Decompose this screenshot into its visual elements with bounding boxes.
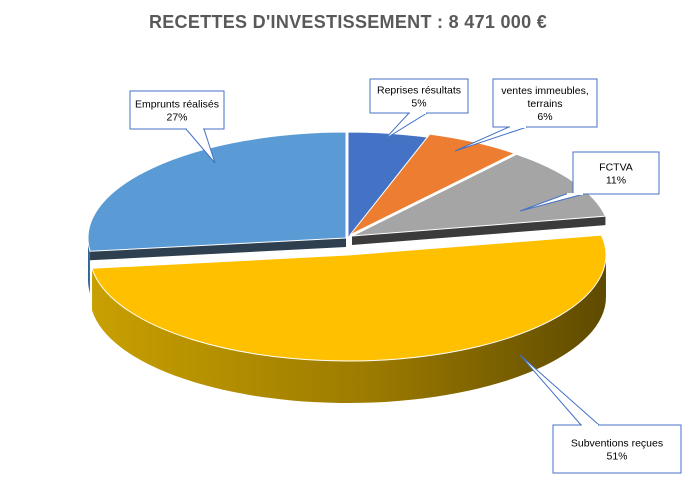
callout-box <box>129 90 225 130</box>
slice-label: Subventions reçues <box>571 438 663 450</box>
slice-value-label: 6% <box>537 111 552 123</box>
slice-emprunts-realises <box>87 131 347 252</box>
callout-box <box>572 151 660 195</box>
slice-label: Emprunts réalisés <box>135 99 219 111</box>
slice-subventions-recues <box>91 234 607 362</box>
chart-title: RECETTES D'INVESTISSEMENT : 8 471 000 € <box>148 12 548 32</box>
slice-value-label: 5% <box>411 98 426 110</box>
slice-side-emprunts-realises <box>88 238 91 294</box>
slice-label: terrains <box>527 98 562 110</box>
slice-wall-emprunts-realises <box>90 238 346 261</box>
callout-pointer <box>519 354 601 426</box>
slice-label: Reprises résultats <box>377 85 461 97</box>
callout-box <box>492 78 598 128</box>
slice-value-label: 27% <box>166 112 187 124</box>
callout-box <box>552 424 682 474</box>
slice-value-label: 11% <box>606 175 626 187</box>
slice-value-label: 51% <box>606 451 627 463</box>
slice-label: ventes immeubles, <box>501 85 589 97</box>
slice-label: FCTVA <box>599 162 633 174</box>
slice-side-subventions-recues <box>92 255 606 404</box>
slice-wall-fctva <box>352 216 606 245</box>
